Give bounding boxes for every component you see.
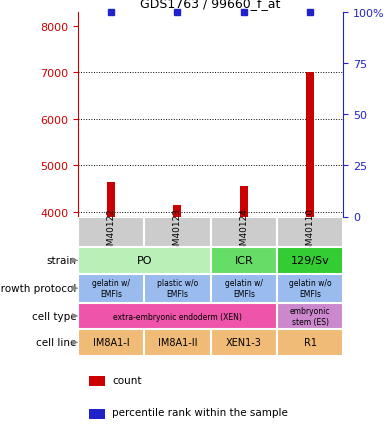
Bar xyxy=(277,274,343,303)
Text: R1: R1 xyxy=(303,338,317,348)
Text: embryonic
stem (ES): embryonic stem (ES) xyxy=(290,307,330,326)
Text: IM8A1-II: IM8A1-II xyxy=(158,338,197,348)
Text: GSM40123: GSM40123 xyxy=(173,208,182,257)
Bar xyxy=(211,247,277,274)
Title: GDS1763 / 99660_f_at: GDS1763 / 99660_f_at xyxy=(140,0,281,10)
Text: XEN1-3: XEN1-3 xyxy=(226,338,262,348)
Text: GSM40122: GSM40122 xyxy=(106,208,116,256)
Text: gelatin w/
EMFIs: gelatin w/ EMFIs xyxy=(225,279,263,298)
Text: PO: PO xyxy=(136,256,152,266)
Bar xyxy=(78,329,144,356)
Bar xyxy=(211,274,277,303)
Bar xyxy=(78,274,144,303)
Bar xyxy=(277,329,343,356)
Text: extra-embryonic endoderm (XEN): extra-embryonic endoderm (XEN) xyxy=(113,312,242,321)
Bar xyxy=(174,205,181,217)
Text: count: count xyxy=(112,375,142,385)
Text: gelatin w/o
EMFIs: gelatin w/o EMFIs xyxy=(289,279,332,298)
Bar xyxy=(144,329,211,356)
Text: strain: strain xyxy=(47,256,77,266)
Bar xyxy=(144,217,211,247)
Bar xyxy=(78,303,277,329)
Bar xyxy=(107,182,115,217)
Text: cell type: cell type xyxy=(32,311,77,321)
Bar xyxy=(240,187,248,217)
Text: 129/Sv: 129/Sv xyxy=(291,256,330,266)
Text: GSM40110: GSM40110 xyxy=(305,208,315,257)
Bar xyxy=(211,329,277,356)
Text: growth protocol: growth protocol xyxy=(0,283,77,293)
Text: IM8A1-I: IM8A1-I xyxy=(93,338,129,348)
Bar xyxy=(306,73,314,217)
Text: plastic w/o
EMFIs: plastic w/o EMFIs xyxy=(157,279,198,298)
Bar xyxy=(211,217,277,247)
Text: cell line: cell line xyxy=(36,338,77,348)
Bar xyxy=(277,217,343,247)
Bar xyxy=(144,274,211,303)
Text: gelatin w/
EMFIs: gelatin w/ EMFIs xyxy=(92,279,130,298)
Bar xyxy=(89,409,105,419)
Bar xyxy=(89,376,105,387)
Bar xyxy=(78,247,211,274)
Bar xyxy=(78,217,144,247)
Bar xyxy=(277,247,343,274)
Text: ICR: ICR xyxy=(234,256,253,266)
Text: percentile rank within the sample: percentile rank within the sample xyxy=(112,408,288,417)
Bar xyxy=(277,303,343,329)
Text: GSM40124: GSM40124 xyxy=(239,208,248,256)
